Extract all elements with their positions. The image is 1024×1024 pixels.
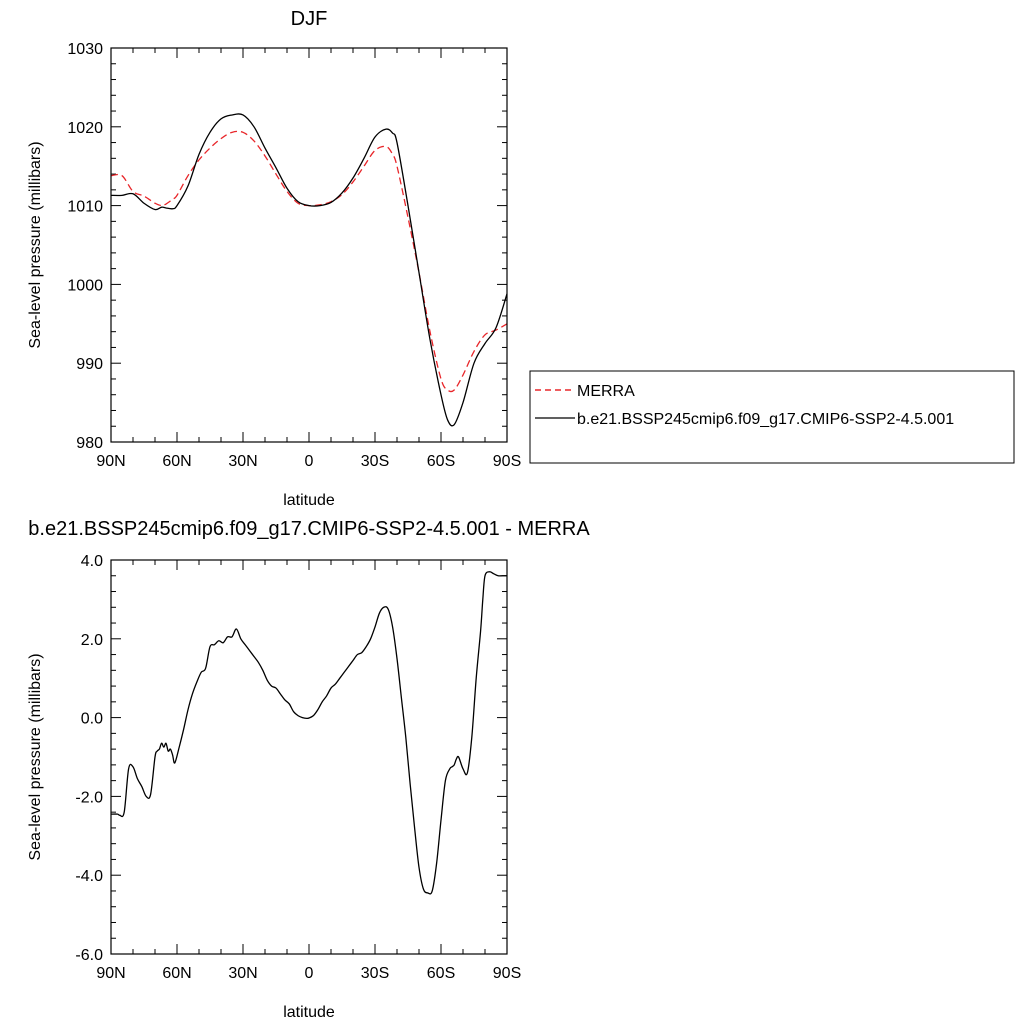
legend-model-label: b.e21.BSSP245cmip6.f09_g17.CMIP6-SSP2-4.… [577, 411, 954, 428]
top-y-axis-label: Sea-level pressure (millibars) [27, 141, 44, 348]
bottom-x-tick-label: 60N [162, 965, 191, 982]
top-x-tick-label: 90S [493, 453, 521, 470]
top-tick-labels: 90N 60N 30N 0 30S 60S 90S 980 990 1000 1010 1020 103… [67, 41, 521, 470]
bottom-y-tick-label: 4.0 [81, 553, 103, 570]
top-y-tick-label: 990 [76, 356, 103, 373]
bottom-y-tick-label: 2.0 [81, 632, 103, 649]
top-y-tick-label: 980 [76, 435, 103, 452]
top-y-tick-label: 1000 [67, 277, 103, 294]
bottom-plot-frame [110, 559, 508, 955]
top-y-tick-label: 1010 [67, 199, 103, 216]
top-plot-frame [110, 47, 508, 443]
legend: MERRA b.e21.BSSP245cmip6.f09_g17.CMIP6-S… [529, 370, 1015, 464]
top-chart-title: DJF [291, 8, 328, 30]
bottom-series-lines [110, 571, 507, 895]
bottom-y-axis-label: Sea-level pressure (millibars) [27, 653, 44, 860]
top-series-lines [110, 113, 508, 427]
legend-box [529, 370, 1015, 464]
bottom-chart-title: b.e21.BSSP245cmip6.f09_g17.CMIP6-SSP2-4.… [28, 518, 590, 540]
top-ticks [110, 47, 508, 443]
legend-merra-label: MERRA [577, 383, 635, 400]
bottom-ticks [110, 559, 508, 955]
bottom-tick-labels: 90N 60N 30N 0 30S 60S 90S -6.0 -4.0 -2.0 0.0 2.0 4.0 [75, 553, 521, 982]
top-y-tick-label: 1020 [67, 120, 103, 137]
bottom-y-tick-label: -6.0 [75, 947, 103, 964]
bottom-y-tick-label: -4.0 [75, 868, 103, 885]
bottom-x-tick-label: 90N [96, 965, 125, 982]
bottom-x-tick-label: 30N [228, 965, 257, 982]
top-x-tick-label: 60S [427, 453, 455, 470]
top-x-tick-label: 0 [305, 453, 314, 470]
top-x-axis-label: latitude [283, 492, 335, 509]
top-x-tick-label: 90N [96, 453, 125, 470]
bottom-x-tick-label: 30S [361, 965, 389, 982]
top-y-tick-label: 1030 [67, 41, 103, 58]
bottom-x-tick-label: 60S [427, 965, 455, 982]
top-x-tick-label: 30N [228, 453, 257, 470]
top-panel: DJF Sea-level pressure (millibars) latit… [27, 8, 1015, 509]
bottom-y-tick-label: 0.0 [81, 711, 103, 728]
bottom-panel: b.e21.BSSP245cmip6.f09_g17.CMIP6-SSP2-4.… [27, 518, 590, 1021]
bottom-series-line-difference [110, 571, 507, 895]
top-x-tick-label: 30S [361, 453, 389, 470]
bottom-y-tick-label: -2.0 [75, 789, 103, 806]
top-x-tick-label: 60N [162, 453, 191, 470]
top-series-line-merra [110, 130, 508, 393]
bottom-x-tick-label: 90S [493, 965, 521, 982]
bottom-x-tick-label: 0 [305, 965, 314, 982]
bottom-x-axis-label: latitude [283, 1004, 335, 1021]
top-series-line-model [110, 113, 508, 427]
